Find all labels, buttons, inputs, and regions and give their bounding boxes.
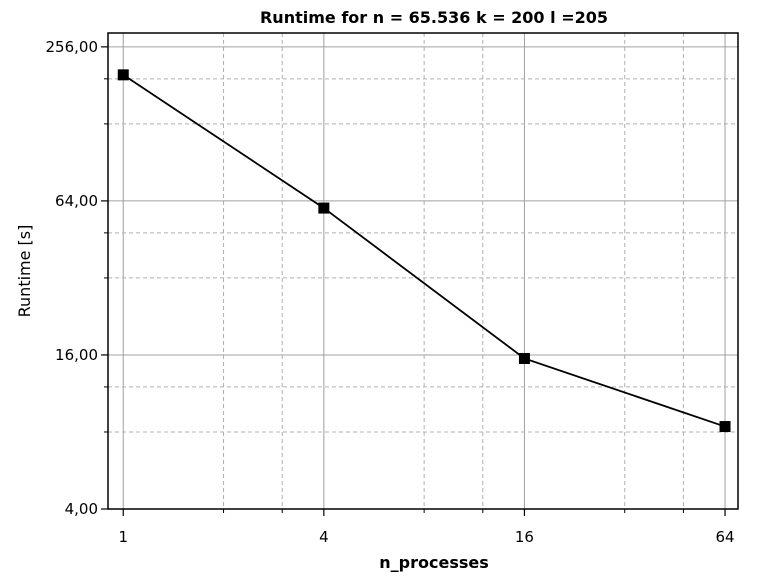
data-point-marker bbox=[719, 421, 731, 433]
y-tick-label: 64,00 bbox=[55, 192, 98, 210]
y-tick-label: 256,00 bbox=[46, 38, 99, 56]
ticks: 1 4 16 64 4,00 16,00 64,00 256,00 bbox=[46, 38, 735, 546]
x-tick-label: 64 bbox=[715, 528, 734, 546]
data-point-marker bbox=[518, 352, 530, 364]
grid bbox=[108, 33, 738, 510]
plot-area-border bbox=[107, 32, 739, 510]
series-line bbox=[122, 74, 726, 428]
y-tick-label: 4,00 bbox=[65, 500, 98, 518]
y-axis-label: Runtime [s] bbox=[15, 225, 34, 318]
series-group bbox=[117, 69, 731, 433]
x-tick-label: 16 bbox=[515, 528, 534, 546]
x-axis-label: n_processes bbox=[379, 553, 488, 572]
x-tick-label: 4 bbox=[319, 528, 329, 546]
data-point-marker bbox=[117, 69, 129, 81]
data-point-marker bbox=[318, 202, 330, 214]
x-tick-label: 1 bbox=[118, 528, 128, 546]
chart-title: Runtime for n = 65.536 k = 200 l =205 bbox=[260, 8, 608, 27]
y-tick-label: 16,00 bbox=[55, 346, 98, 364]
